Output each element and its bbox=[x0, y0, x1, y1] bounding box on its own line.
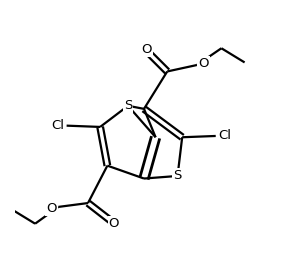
Text: O: O bbox=[109, 217, 119, 230]
Text: O: O bbox=[47, 202, 57, 215]
Text: Cl: Cl bbox=[51, 119, 64, 132]
Text: S: S bbox=[173, 170, 182, 182]
Text: S: S bbox=[124, 99, 132, 112]
Text: O: O bbox=[141, 43, 152, 56]
Text: O: O bbox=[198, 57, 209, 70]
Text: Cl: Cl bbox=[218, 130, 231, 142]
